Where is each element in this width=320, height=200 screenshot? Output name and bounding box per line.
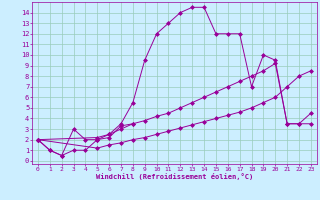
X-axis label: Windchill (Refroidissement éolien,°C): Windchill (Refroidissement éolien,°C) — [96, 173, 253, 180]
